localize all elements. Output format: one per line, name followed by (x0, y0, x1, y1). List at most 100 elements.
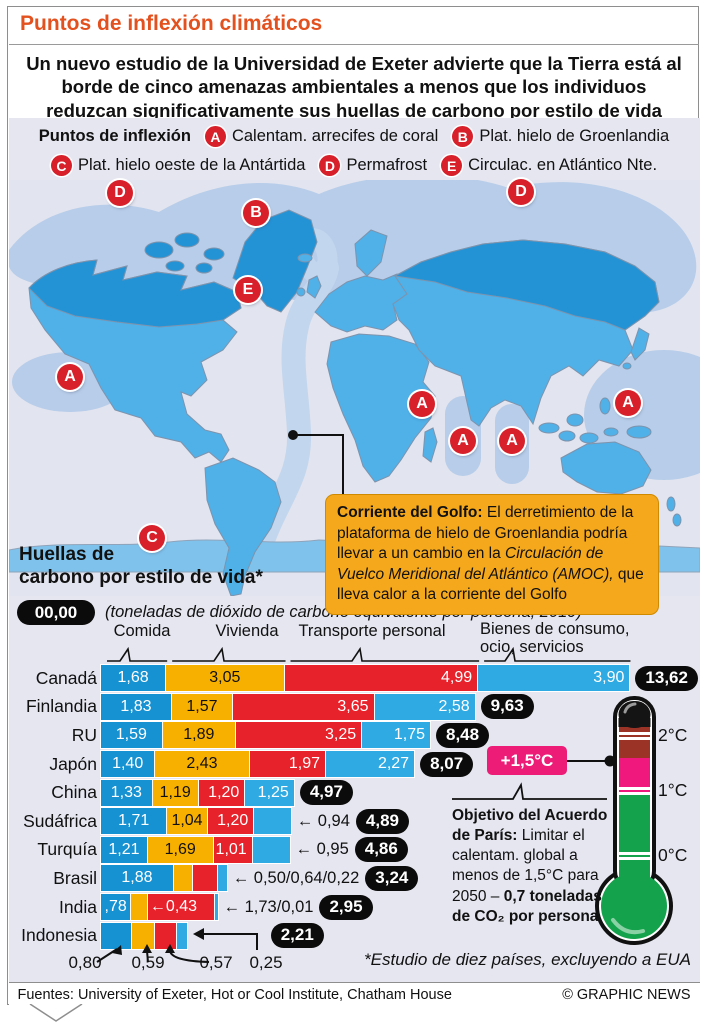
intro-text: Un nuevo estudio de la Universidad de Ex… (26, 53, 682, 121)
total-badge: 3,24 (365, 865, 419, 891)
bar-row: Indonesia 2,21 (9, 921, 700, 950)
column-label-comida: Comida (113, 622, 171, 640)
bar-segment (154, 922, 178, 949)
bar-segment (254, 808, 291, 835)
bar-segment (101, 922, 133, 949)
stacked-bar: 1,21 1,69 1,01 (101, 836, 290, 863)
legend-label: Permafrost (346, 156, 428, 174)
bar-row: RU 1,59 1,89 3,25 1,75 8,48 (9, 721, 700, 750)
bar-segment: 3,65 (232, 693, 375, 720)
bar-segment: 4,99 (284, 665, 479, 692)
outside-value-label: ← 0,50/0,64/0,22 (232, 868, 360, 887)
stacked-bar (101, 922, 187, 949)
outside-value-label: ← 0,94 (296, 811, 350, 830)
bar-segment (132, 922, 155, 949)
bar-segment: 2,43 (155, 751, 250, 778)
column-label-bienes: Bienes de consumo, ocio, servicios (480, 620, 630, 657)
total-badge: 2,95 (319, 894, 373, 920)
bar-segment (177, 922, 187, 949)
footer: Fuentes: University of Exeter, Hot or Co… (8, 982, 700, 1006)
tick-2c: 2°C (658, 725, 688, 745)
bar-row: Japón 1,40 2,43 1,97 2,27 8,07 (9, 750, 700, 779)
callout-italic: Circulación de Vuelco Meridional del Atl… (337, 545, 614, 583)
bar-segment: 1,25 (245, 779, 294, 806)
bar-segment: 1,40 (101, 751, 156, 778)
marker-c-icon: C (50, 155, 72, 176)
chart-title: Huellas de carbono por estilo de vida* (19, 544, 263, 588)
map-marker-a: A (57, 364, 83, 390)
bar-segment: ,78 (101, 894, 132, 921)
total-badge: 13,62 (635, 665, 698, 691)
country-label: China (51, 782, 97, 803)
bar-segment: 1,69 (147, 836, 214, 863)
bar-row: India ,78 ←0,43 ← 1,73/0,01 2,95 (9, 893, 700, 922)
legend-label: Calentam. arrecifes de coral (231, 127, 439, 145)
bar-segment: 1,89 (162, 722, 237, 749)
map-marker-e: E (235, 277, 261, 303)
carbon-footprint-chart: 00,00 (toneladas de dióxido de carbono e… (9, 598, 700, 982)
country-label: Japón (49, 753, 97, 774)
study-footnote: *Estudio de diez países, excluyendo a EU… (364, 950, 691, 969)
legend-label: Circulac. en Atlántico Nte. (468, 156, 658, 174)
bar-segment: 1,75 (362, 722, 430, 749)
bar-segment: 1,57 (172, 693, 233, 720)
total-badge: 2,21 (270, 923, 324, 949)
country-label: Turquía (37, 839, 97, 860)
bar-segment (131, 894, 148, 921)
legend-item-c: C Plat. hielo oeste de la Antártida (50, 155, 306, 176)
bar-segment: ←0,43 (147, 894, 216, 921)
map-marker-a: A (450, 428, 476, 454)
country-label: India (59, 896, 97, 917)
bar-segment: 1,83 (101, 693, 172, 720)
legend-label: Plat. hielo oeste de la Antártida (77, 156, 306, 174)
country-label: Canadá (35, 667, 97, 688)
credit-text: © GRAPHIC NEWS (562, 986, 691, 1003)
legend-item-a: A Calentam. arrecifes de coral (204, 126, 439, 147)
total-badge: 9,63 (480, 694, 534, 720)
legend-item-b: B Plat. hielo de Groenlandia (452, 126, 669, 147)
bar-segment: 1,19 (152, 779, 199, 806)
stacked-bar: 1,59 1,89 3,25 1,75 (101, 722, 430, 749)
country-label: Sudáfrica (23, 810, 97, 831)
map-marker-d: D (508, 179, 534, 205)
total-badge: 8,07 (420, 751, 474, 777)
bar-row: Canadá 1,68 3,05 4,99 3,90 13,62 (9, 664, 700, 693)
bar-segment (215, 894, 218, 921)
sources-text: Fuentes: University of Exeter, Hot or Co… (17, 986, 452, 1003)
outside-value-label: ← 1,73/0,01 (223, 897, 314, 916)
bar-row: Finlandia 1,83 1,57 3,65 2,58 9,63 (9, 693, 700, 722)
continents (28, 209, 682, 597)
marker-a-icon: A (204, 126, 226, 147)
stacked-bar: 1,40 2,43 1,97 2,27 (101, 751, 415, 778)
country-label: Brasil (53, 867, 97, 888)
total-key-badge: 00,00 (17, 600, 95, 625)
bar-segment: 1,21 (101, 836, 148, 863)
country-label: Indonesia (21, 925, 97, 946)
column-label-transporte: Transporte personal (298, 622, 446, 640)
stacked-bar: 1,88 (101, 865, 227, 892)
bar-segment: 3,05 (166, 665, 285, 692)
bar-rows: Canadá 1,68 3,05 4,99 3,90 13,62 Finlandia 1,83… (9, 664, 700, 950)
callout-bold: Corriente del Golfo: (337, 504, 483, 521)
map-marker-b: B (243, 200, 269, 226)
marker-d-icon: D (319, 155, 341, 176)
legend-item-e: E Circulac. en Atlántico Nte. (441, 155, 657, 176)
bar-row: Brasil 1,88 ← 0,50/0,64/0,22 3,24 (9, 864, 700, 893)
tick-1c: 1°C (658, 780, 688, 800)
map-marker-a: A (409, 391, 435, 417)
bar-segment: 1,20 (198, 779, 246, 806)
title-rule (9, 44, 699, 45)
speech-bubble-tail (29, 1004, 83, 1022)
total-badge: 8,48 (436, 722, 490, 748)
country-label: Finlandia (25, 696, 97, 717)
bar-segment: 1,04 (167, 808, 208, 835)
stacked-bar: 1,71 1,04 1,20 (101, 808, 291, 835)
map-marker-c: C (139, 525, 165, 551)
outside-value-label: ← 0,95 (295, 840, 349, 859)
marker-e-icon: E (441, 155, 463, 176)
bar-segment: 2,58 (374, 693, 475, 720)
bar-segment: 3,90 (478, 665, 630, 692)
bar-segment: 3,25 (236, 722, 363, 749)
